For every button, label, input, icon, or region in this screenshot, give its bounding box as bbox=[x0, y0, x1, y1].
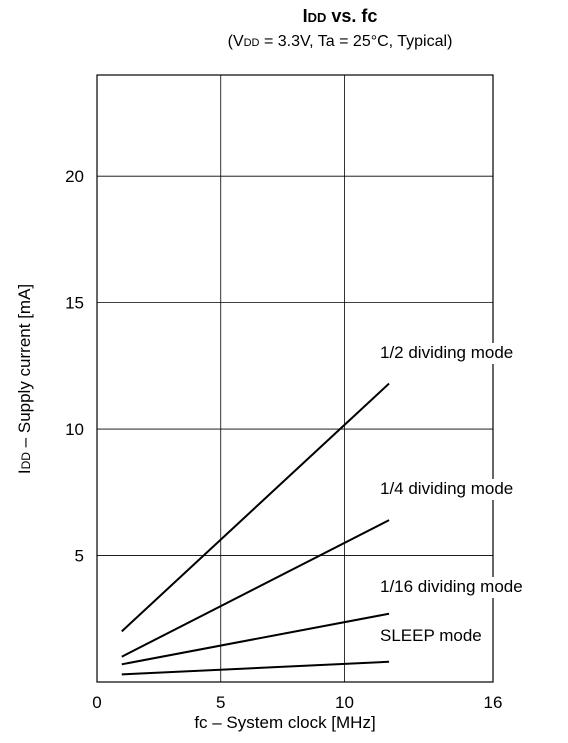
x-tick-label: 0 bbox=[92, 693, 101, 712]
series-label-bg bbox=[376, 626, 486, 647]
series-label-bg bbox=[376, 479, 518, 500]
series-line bbox=[121, 382, 390, 633]
x-axis-label: fc – System clock [MHz] bbox=[194, 713, 375, 732]
y-axis-label: IDD – Supply current [mA] bbox=[15, 284, 34, 474]
series-label: 1/2 dividing mode bbox=[380, 343, 513, 362]
chart-subtitle: (VDD = 3.3V, Ta = 25°C, Typical) bbox=[228, 33, 453, 50]
series-lines bbox=[121, 382, 390, 676]
series-label: 1/4 dividing mode bbox=[380, 479, 513, 498]
series-label: SLEEP mode bbox=[380, 626, 482, 645]
series-label-bg bbox=[376, 577, 527, 598]
y-tick-label: 10 bbox=[65, 420, 84, 439]
y-tick-label: 15 bbox=[65, 294, 84, 313]
x-tick-label: 5 bbox=[216, 693, 225, 712]
y-tick-label: 20 bbox=[65, 167, 84, 186]
series-labels: 1/2 dividing mode 1/4 dividing mode 1/16 d… bbox=[376, 343, 527, 647]
series-label: 1/16 dividing mode bbox=[380, 577, 523, 596]
x-tick-label: 16 bbox=[484, 693, 503, 712]
chart-title: IDD vs. fc bbox=[303, 6, 378, 26]
series-line bbox=[121, 519, 390, 658]
series-line bbox=[121, 660, 390, 676]
tick-labels: 0 5 10 16 5 10 15 20 bbox=[65, 167, 502, 712]
y-tick-label: 5 bbox=[75, 547, 84, 566]
series-label-bg bbox=[376, 343, 518, 364]
x-tick-label: 10 bbox=[335, 693, 354, 712]
series-line bbox=[121, 612, 390, 666]
